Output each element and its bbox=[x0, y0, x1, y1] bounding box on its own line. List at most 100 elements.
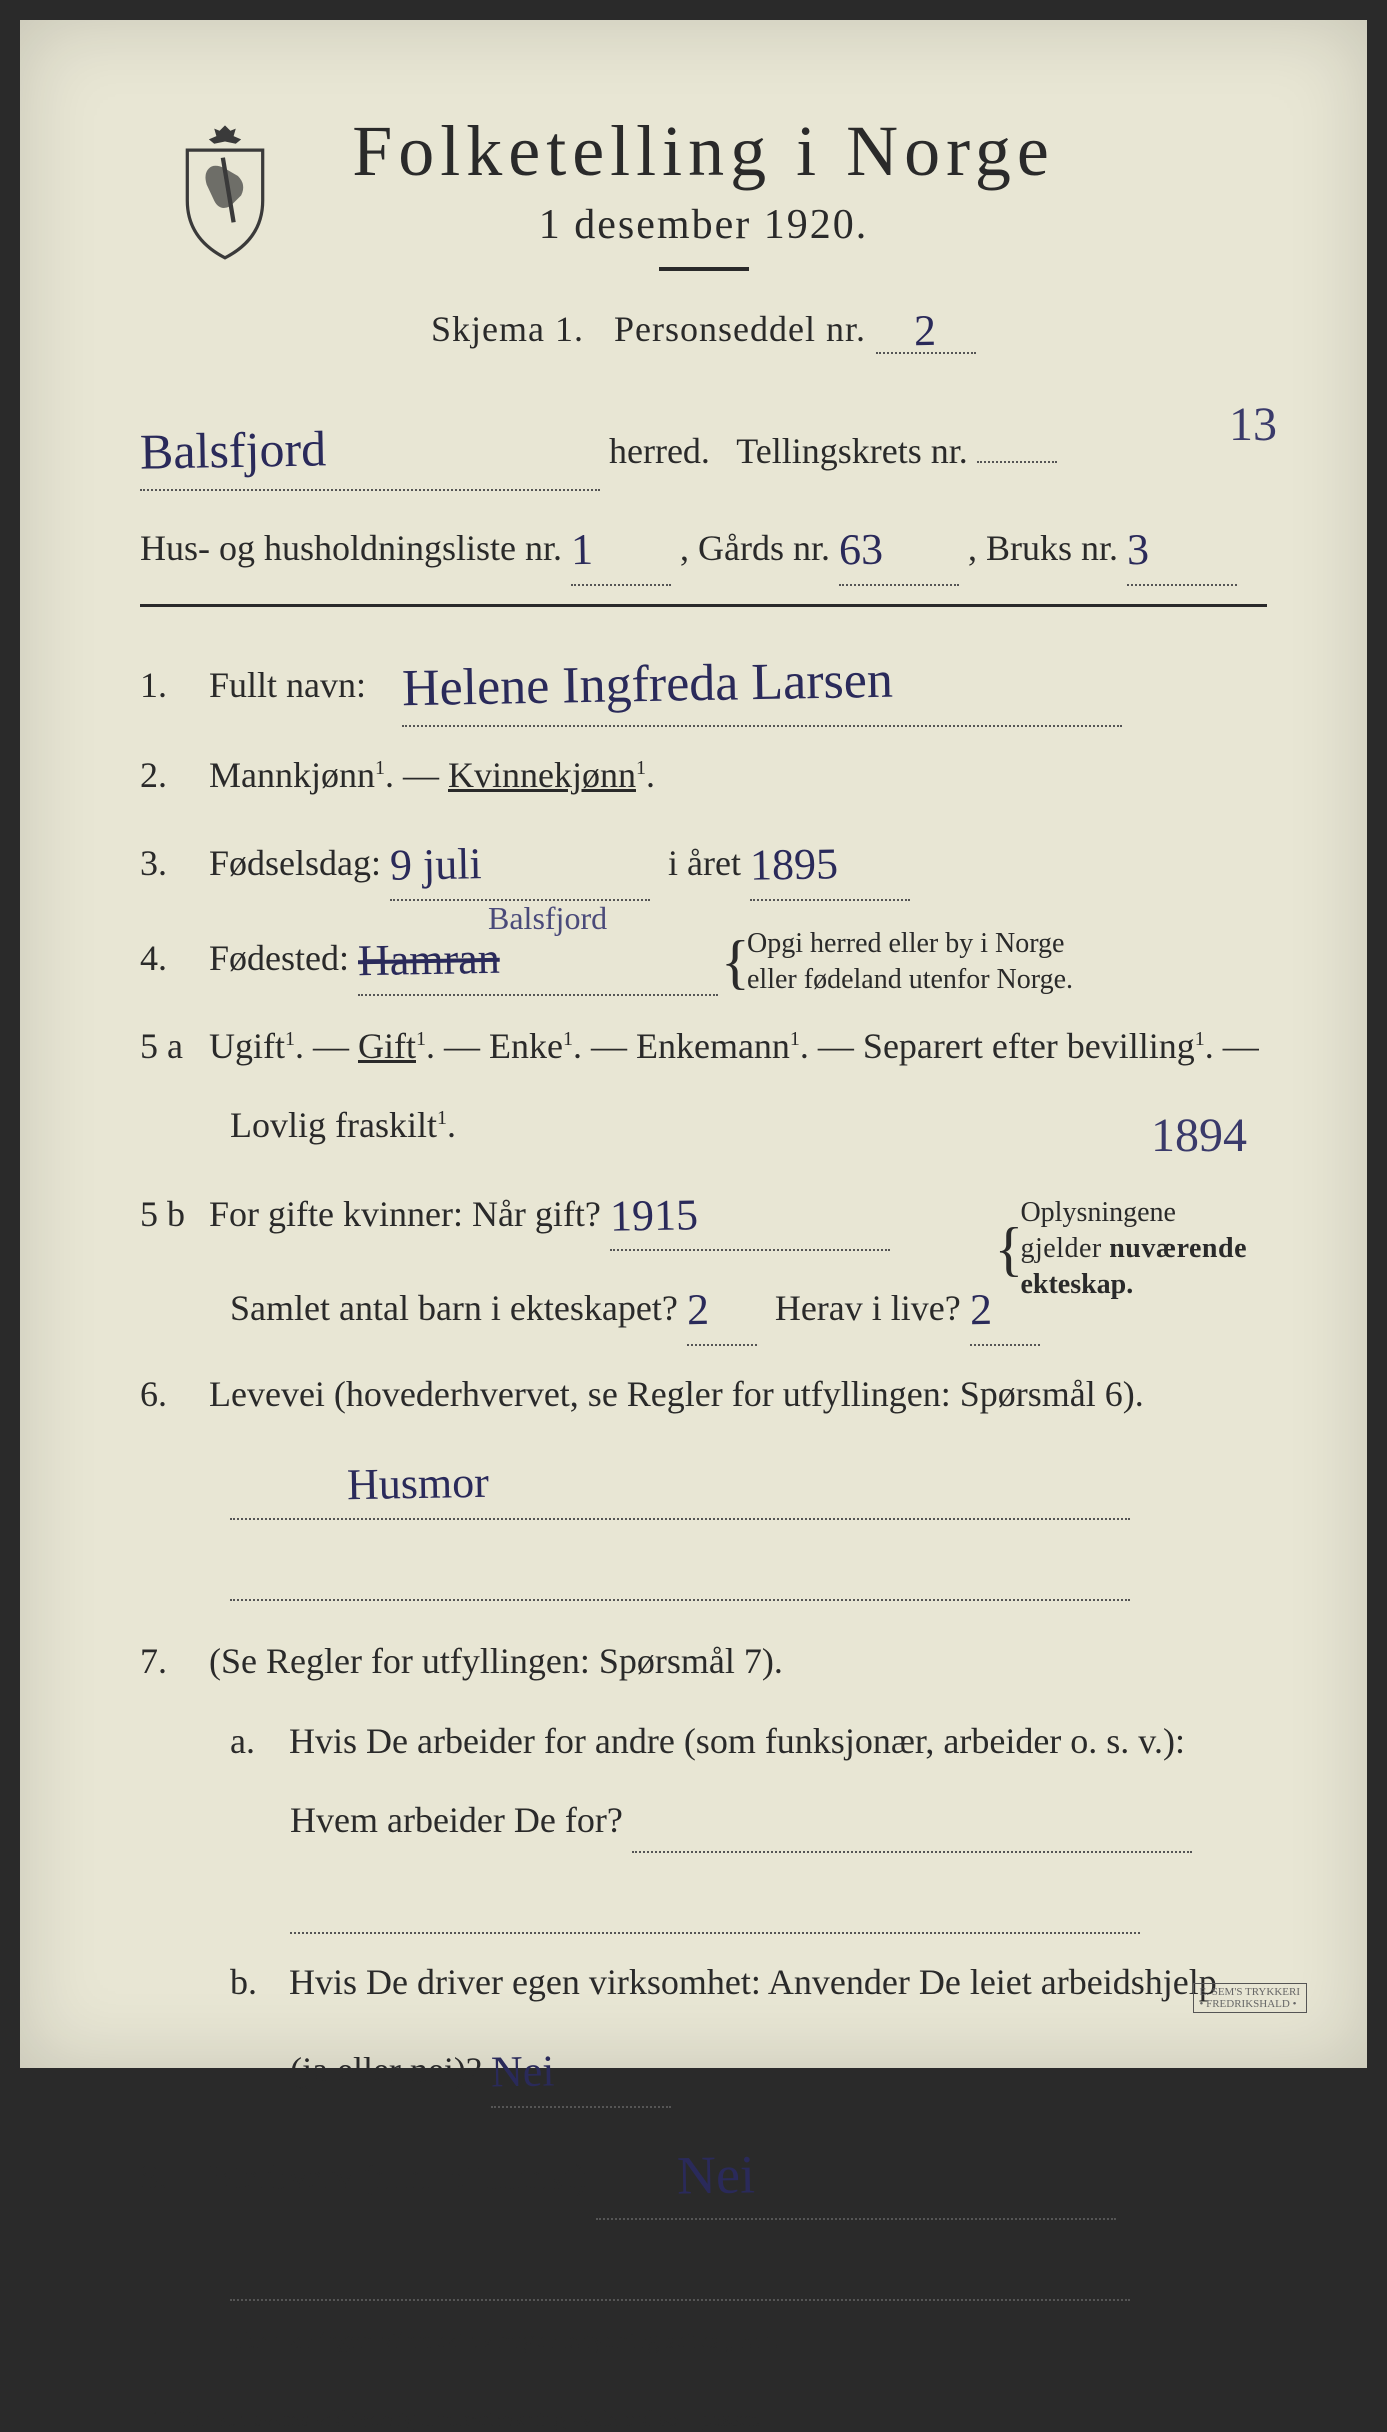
census-form-page: Folketelling i Norge 1 desember 1920. Sk… bbox=[20, 20, 1367, 2068]
coat-of-arms-icon bbox=[170, 120, 280, 260]
footnote-line: 1 Her kan svares ved tydelig understrekn… bbox=[140, 2406, 1267, 2432]
herred-label: herred. bbox=[609, 431, 710, 471]
q7a-line1: a. Hvis De arbeider for andre (som funks… bbox=[140, 1711, 1267, 1772]
footnote-text: Her kan svares ved tydelig understreknin… bbox=[179, 2406, 761, 2431]
q5b-line1: 5 b For gifte kvinner: Når gift? 1915 Op… bbox=[140, 1175, 1267, 1252]
q3-label: Fødselsdag: bbox=[209, 843, 381, 883]
tellingskrets-label: Tellingskrets nr. bbox=[736, 431, 967, 471]
q5a-ugift: Ugift bbox=[209, 1026, 285, 1066]
hus-line: Hus- og husholdningsliste nr. 1 , Gårds … bbox=[140, 509, 1267, 586]
q7b-num: b. bbox=[230, 1952, 280, 2013]
form-header: Folketelling i Norge 1 desember 1920. Sk… bbox=[140, 110, 1267, 354]
gards-label: , Gårds nr. bbox=[680, 528, 830, 568]
q7-line: 7. (Se Regler for utfyllingen: Spørsmål … bbox=[140, 1631, 1267, 1692]
q7a-num: a. bbox=[230, 1711, 280, 1772]
q6-num: 6. bbox=[140, 1364, 200, 1425]
q2-mann: Mannkjønn bbox=[209, 755, 375, 795]
q4-note: Opgi herred eller by i Norge eller fødel… bbox=[747, 926, 1073, 999]
q2-line: 2. Mannkjønn1. — Kvinnekjønn1. bbox=[140, 745, 1267, 806]
q5a-num: 5 a bbox=[140, 1016, 200, 1077]
section-divider bbox=[140, 604, 1267, 607]
q7-label: (Se Regler for utfyllingen: Spørsmål 7). bbox=[209, 1641, 783, 1681]
q3-year: 1895 bbox=[749, 828, 838, 904]
gards-value: 63 bbox=[838, 513, 883, 589]
footer-divider bbox=[140, 2392, 1267, 2394]
q7b-line1: b. Hvis De driver egen virksomhet: Anven… bbox=[140, 1952, 1267, 2013]
q5b-num: 5 b bbox=[140, 1184, 200, 1245]
printer-stamp: E. SEM'S TRYKKERI • FREDRIKSHALD • bbox=[1193, 1983, 1308, 2013]
q7b-value: Nei bbox=[490, 2035, 555, 2111]
q4-note-l2: eller fødeland utenfor Norge. bbox=[747, 964, 1073, 995]
bruks-value: 3 bbox=[1126, 513, 1149, 588]
personseddel-label: Personseddel nr. bbox=[614, 309, 866, 349]
q5b-note-l2p2: nuværende bbox=[1109, 1233, 1247, 1264]
q7a-blank bbox=[140, 1871, 1267, 1934]
q5a-line: 5 a Ugift1. — Gift1. — Enke1. — Enkemann… bbox=[140, 1016, 1267, 1077]
q6-label: Levevei (hovederhvervet, se Regler for u… bbox=[209, 1374, 1144, 1414]
q2-kvinne: Kvinnekjønn bbox=[448, 755, 636, 795]
q5a-fraskilt: Lovlig fraskilt bbox=[230, 1105, 437, 1145]
form-date: 1 desember 1920. bbox=[140, 201, 1267, 249]
q5b-total: 2 bbox=[686, 1273, 709, 1348]
form-title: Folketelling i Norge bbox=[140, 110, 1267, 193]
schema-line: Skjema 1. Personseddel nr. 2 bbox=[140, 301, 1267, 354]
q6-value: Husmor bbox=[346, 1446, 489, 1523]
q1-label: Fullt navn: bbox=[209, 665, 366, 705]
q5a-line2: Lovlig fraskilt1. 1894 bbox=[140, 1095, 1267, 1156]
q8-label: Bierhverv (eller biinntekt) bbox=[209, 2157, 587, 2197]
q3-year-label: i året bbox=[668, 843, 741, 883]
q7b-text2: (ja eller nei)? bbox=[290, 2050, 482, 2090]
q8-value: Nei bbox=[676, 2129, 756, 2222]
q4-note-l1: Opgi herred eller by i Norge bbox=[747, 928, 1065, 959]
q3-day: 9 juli bbox=[389, 828, 482, 904]
q3-num: 3. bbox=[140, 833, 200, 894]
stamp-l1: E. SEM'S TRYKKERI bbox=[1200, 1986, 1301, 1998]
herred-value: Balsfjord bbox=[139, 406, 327, 494]
personseddel-value: 2 bbox=[914, 305, 938, 356]
q6-value-line: Husmor bbox=[140, 1443, 1267, 1520]
q7a-text2: Hvem arbeider De for? bbox=[290, 1800, 623, 1840]
q1-line: 1. Fullt navn: Helene Ingfreda Larsen bbox=[140, 637, 1267, 727]
stamp-l2: • FREDRIKSHALD • bbox=[1200, 1998, 1297, 2010]
q5b-line2: Samlet antal barn i ekteskapet? 2 Herav … bbox=[140, 1269, 1267, 1346]
q2-dash: — bbox=[403, 755, 448, 795]
q7-num: 7. bbox=[140, 1631, 200, 1692]
q5b-label3: Herav i live? bbox=[775, 1288, 961, 1328]
q8-blank bbox=[140, 2238, 1267, 2301]
q2-num: 2. bbox=[140, 745, 200, 806]
q7b-text1: Hvis De driver egen virksomhet: Anvender… bbox=[289, 1962, 1217, 2002]
q5b-alive: 2 bbox=[969, 1273, 992, 1348]
q5a-margin-note: 1894 bbox=[1151, 1095, 1247, 1177]
q4-label: Fødested: bbox=[209, 938, 349, 978]
q5b-year: 1915 bbox=[609, 1178, 698, 1254]
footnote-marker: 1 bbox=[151, 2406, 162, 2431]
q4-correction: Balsfjord bbox=[488, 891, 607, 945]
q5a-enke: Enke bbox=[489, 1026, 563, 1066]
header-divider bbox=[659, 267, 749, 271]
q7a-text1: Hvis De arbeider for andre (som funksjon… bbox=[289, 1721, 1185, 1761]
hus-label: Hus- og husholdningsliste nr. bbox=[140, 528, 562, 568]
q6-line: 6. Levevei (hovederhvervet, se Regler fo… bbox=[140, 1364, 1267, 1425]
bruks-label: , Bruks nr. bbox=[968, 528, 1118, 568]
q5a-enkemann: Enkemann bbox=[636, 1026, 790, 1066]
q1-value: Helene Ingfreda Larsen bbox=[401, 637, 893, 734]
q4-line: 4. Fødested: Hamran Balsfjord Opgi herre… bbox=[140, 919, 1267, 998]
footer-note1: Har man ingen biinntekt av nogen betydni… bbox=[140, 2321, 1267, 2362]
q7a-line2: Hvem arbeider De for? bbox=[140, 1790, 1267, 1853]
q6-blank-line bbox=[140, 1538, 1267, 1601]
q8-line: 8. Bierhverv (eller biinntekt) Nei bbox=[140, 2126, 1267, 2220]
schema-label: Skjema 1. bbox=[431, 309, 584, 349]
q5b-note-l1: Oplysningene bbox=[1020, 1197, 1176, 1228]
q5b-label2: Samlet antal barn i ekteskapet? bbox=[230, 1288, 678, 1328]
q4-num: 4. bbox=[140, 928, 200, 989]
hus-value: 1 bbox=[570, 513, 593, 588]
herred-line: Balsfjord herred. Tellingskrets nr. 13 bbox=[140, 404, 1267, 491]
q7b-line2: (ja eller nei)? Nei bbox=[140, 2031, 1267, 2108]
tellingskrets-value: 13 bbox=[1229, 384, 1277, 466]
q5a-gift: Gift bbox=[358, 1026, 416, 1066]
q5b-label1: For gifte kvinner: Når gift? bbox=[209, 1194, 601, 1234]
q3-line: 3. Fødselsdag: 9 juli i året 1895 bbox=[140, 824, 1267, 901]
q8-num: 8. bbox=[140, 2147, 200, 2208]
q5a-separert: Separert efter bevilling bbox=[863, 1026, 1195, 1066]
q4-value: Hamran bbox=[357, 922, 500, 999]
